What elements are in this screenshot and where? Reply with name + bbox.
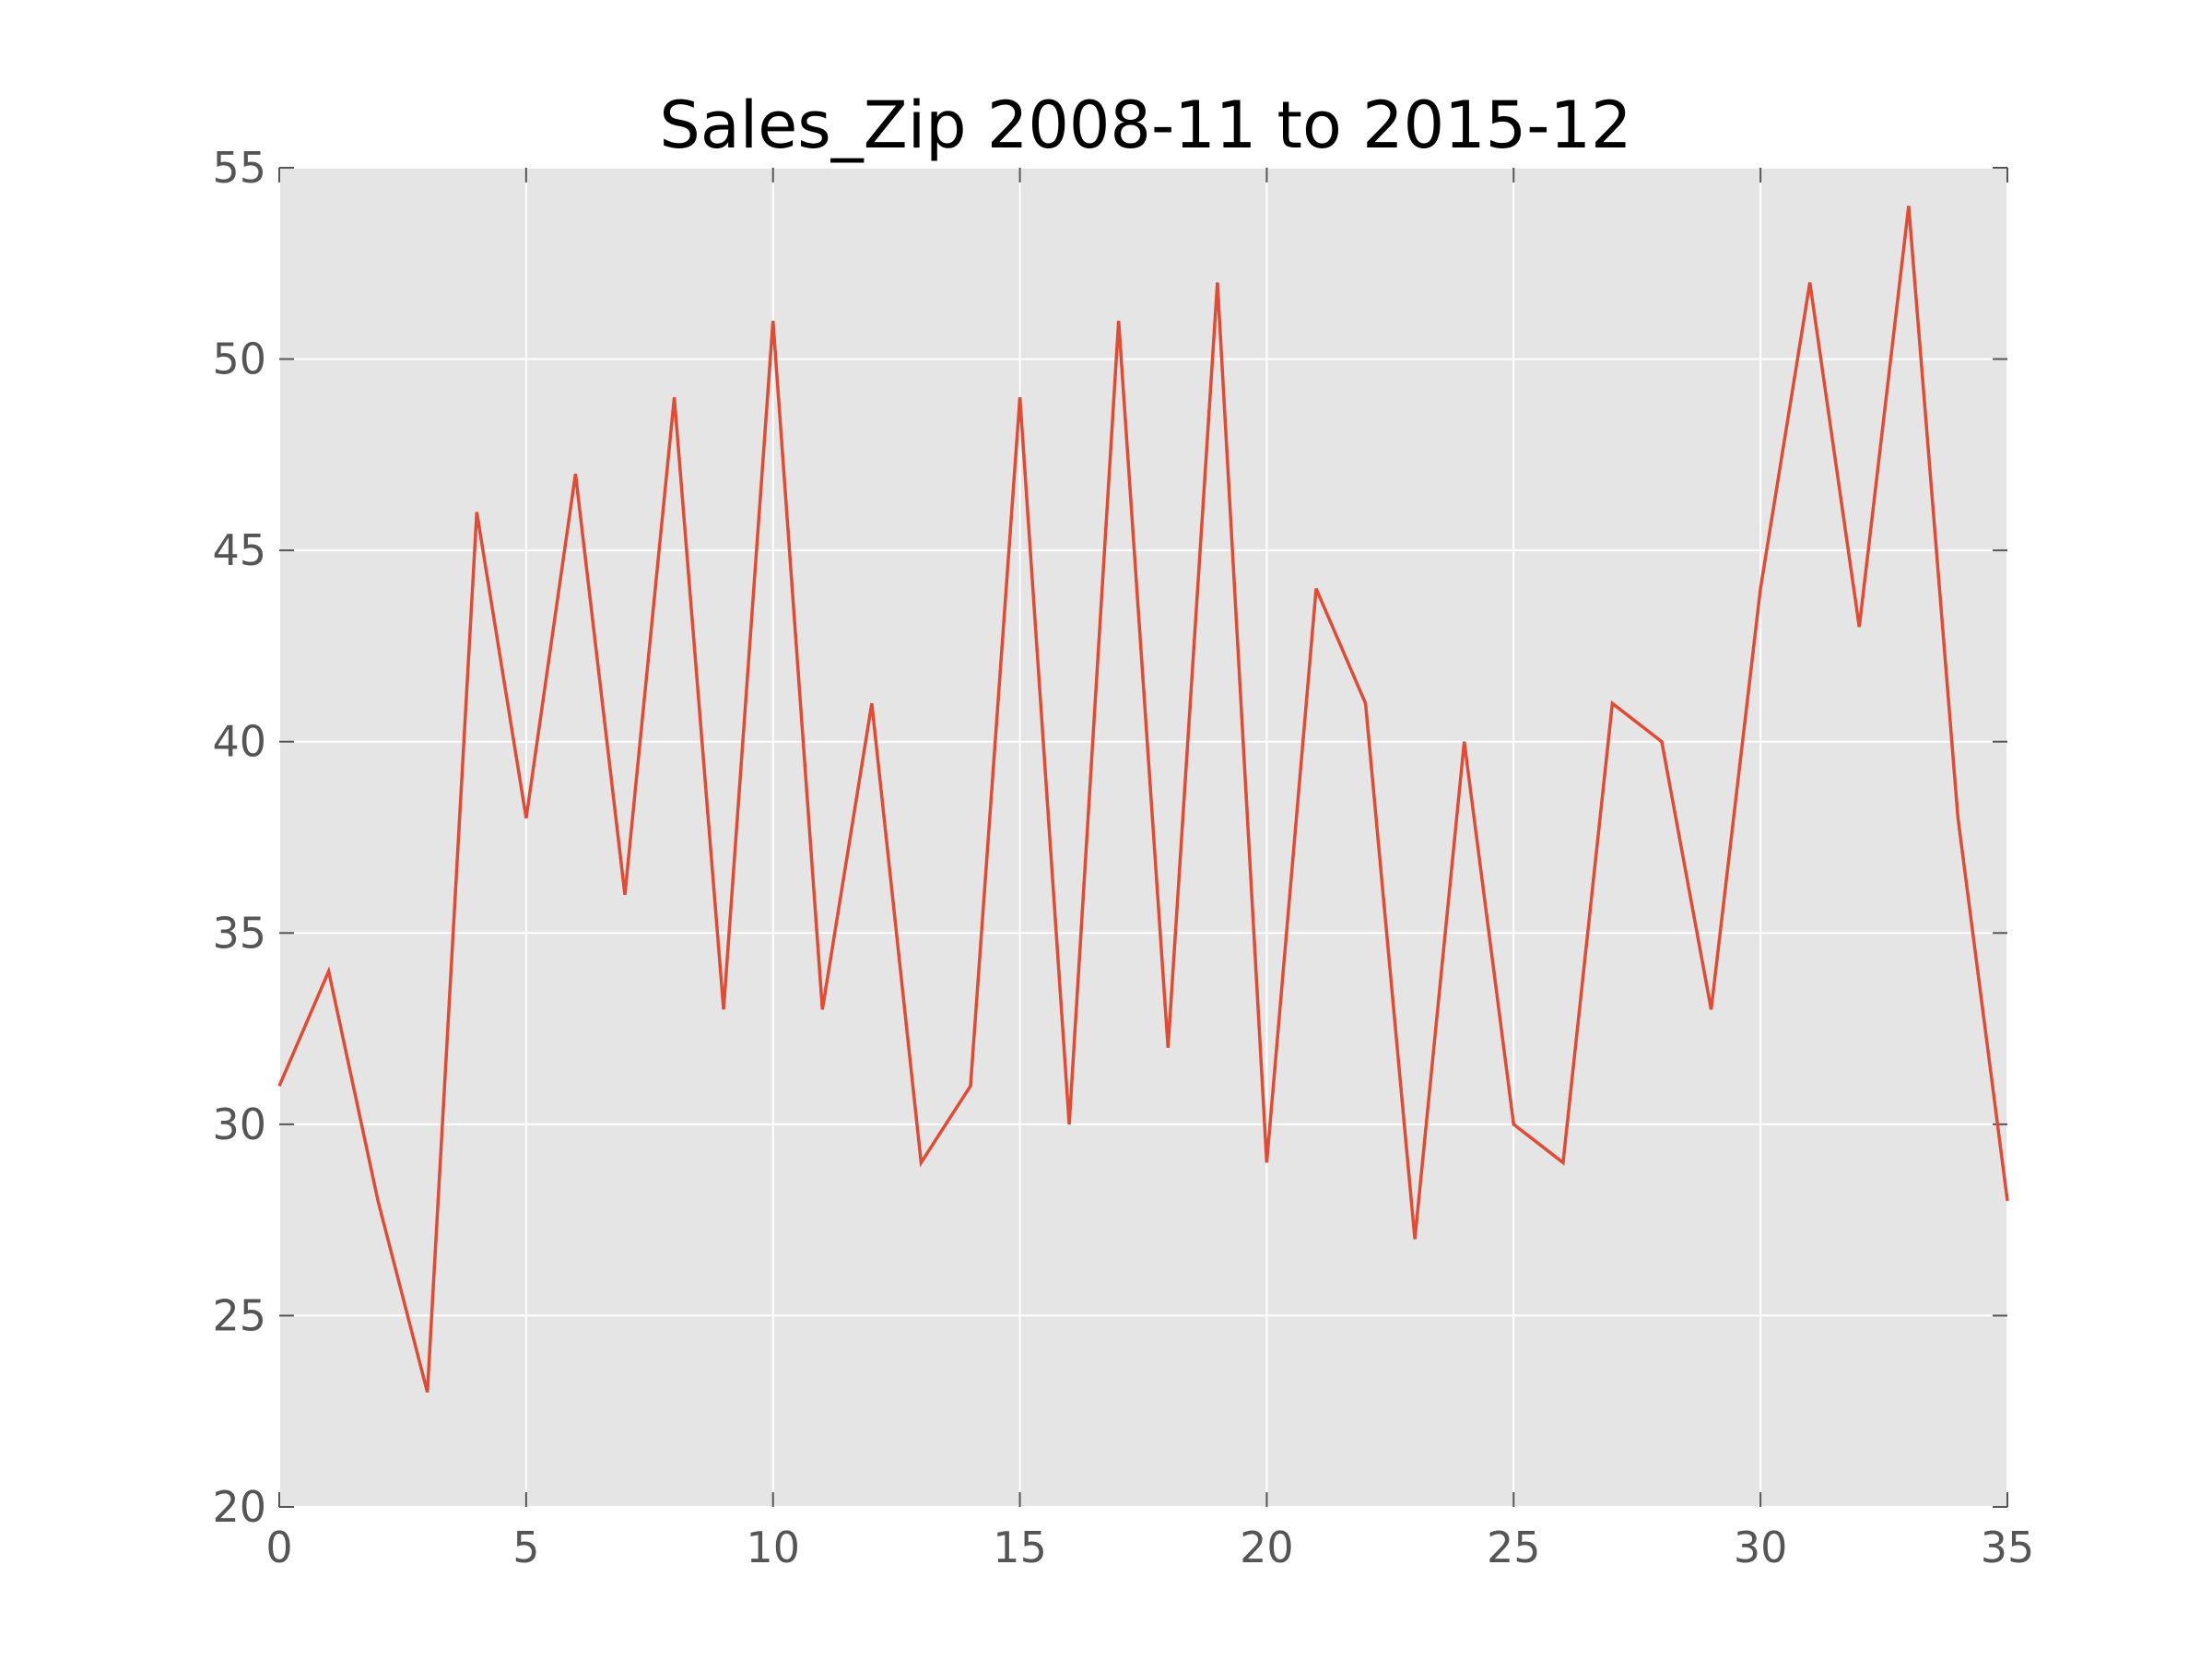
x-tick-label: 30 [1734, 1523, 1788, 1572]
x-tick-label: 15 [993, 1523, 1047, 1572]
y-tick-label: 50 [212, 335, 266, 384]
y-tick-label: 45 [212, 525, 266, 575]
y-tick-label: 35 [212, 908, 266, 958]
axis-ticks [278, 167, 2008, 1508]
y-tick-label: 55 [212, 143, 266, 193]
plot-area [279, 168, 2007, 1507]
x-tick-label: 35 [1981, 1523, 2035, 1572]
grid-lines [278, 167, 2008, 1508]
y-tick-label: 40 [212, 717, 266, 767]
y-tick-label: 25 [212, 1290, 266, 1340]
x-tick-labels: 0 5 10 15 20 25 30 35 [265, 1523, 2034, 1572]
series-group [277, 206, 2009, 1393]
x-tick-label: 5 [512, 1523, 539, 1572]
x-tick-label: 20 [1240, 1523, 1294, 1572]
x-tick-label: 0 [265, 1523, 292, 1572]
series-line [277, 206, 2009, 1393]
x-tick-label: 10 [746, 1523, 800, 1572]
chart-title: Sales_Zip 2008-11 to 2015-12 [659, 88, 1631, 163]
y-tick-labels: 20 25 30 35 40 45 50 55 [212, 143, 266, 1532]
y-tick-label: 20 [212, 1482, 266, 1532]
x-tick-label: 25 [1487, 1523, 1541, 1572]
y-tick-label: 30 [212, 1100, 266, 1149]
